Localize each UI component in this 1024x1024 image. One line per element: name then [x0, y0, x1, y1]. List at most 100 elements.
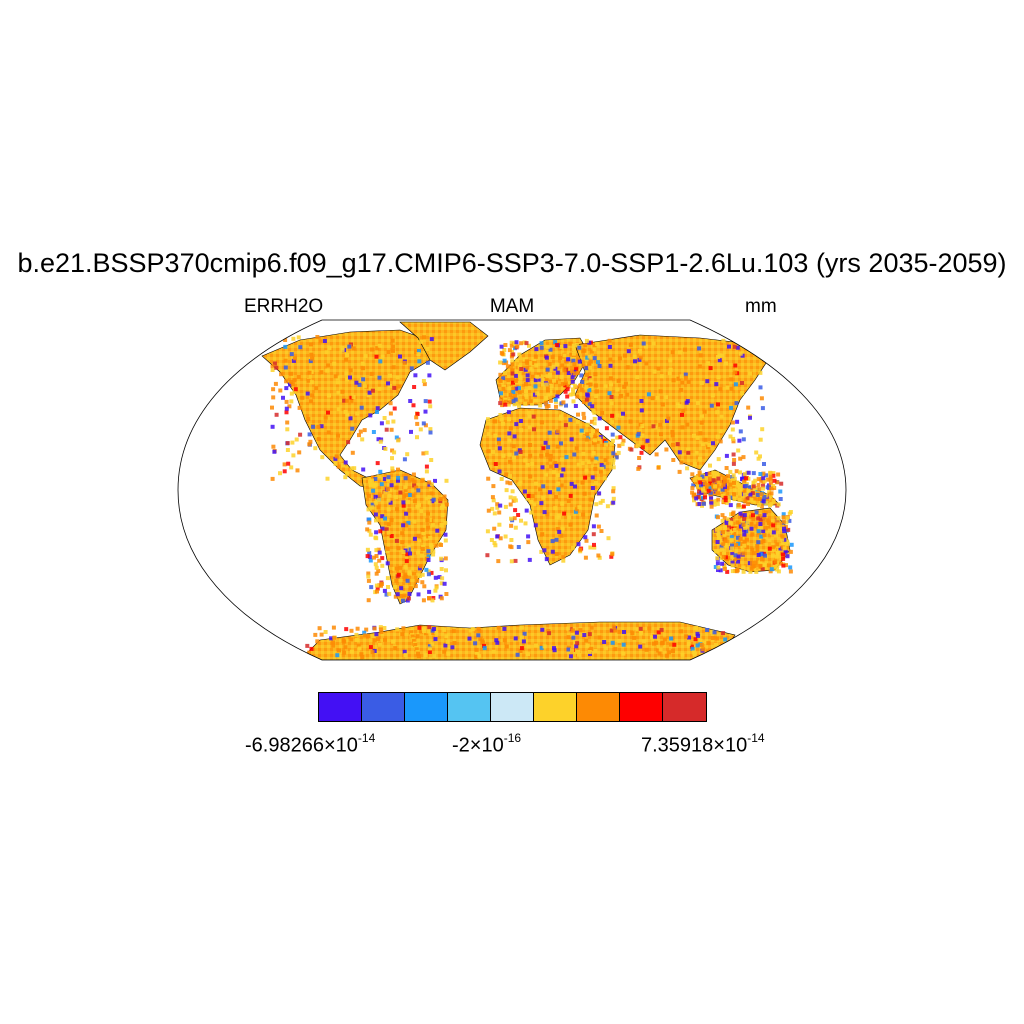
data-cell	[587, 340, 592, 345]
data-cell	[528, 366, 533, 371]
data-cell	[693, 637, 698, 642]
data-cell	[587, 376, 592, 381]
data-cell	[569, 352, 574, 357]
data-cell	[731, 461, 736, 466]
data-cell	[683, 375, 688, 380]
data-cell	[670, 433, 675, 438]
data-cell	[656, 465, 661, 470]
data-cell	[691, 493, 696, 498]
data-cell	[393, 646, 398, 651]
data-cell	[694, 625, 699, 630]
data-cell	[544, 349, 549, 354]
data-cell	[767, 528, 772, 533]
data-cell	[383, 490, 388, 495]
data-cell	[426, 549, 431, 554]
data-cell	[698, 477, 702, 481]
colorbar-segment	[448, 693, 491, 721]
data-cell	[282, 469, 287, 474]
data-cell	[771, 483, 776, 488]
data-cell	[298, 345, 303, 350]
data-cell	[505, 364, 510, 369]
data-cell	[391, 639, 396, 644]
data-cell	[367, 528, 372, 533]
data-cell	[749, 522, 754, 527]
data-cell	[757, 487, 762, 492]
data-cell	[426, 525, 431, 530]
data-cell	[570, 375, 575, 380]
data-cell	[310, 393, 315, 398]
data-cell	[427, 596, 432, 601]
data-cell	[525, 496, 530, 501]
data-cell	[418, 574, 422, 578]
data-cell	[666, 416, 671, 421]
data-cell	[509, 559, 514, 564]
data-cell	[529, 510, 534, 515]
data-cell	[497, 510, 502, 515]
data-cell	[452, 641, 457, 645]
data-cell	[629, 447, 634, 452]
data-cell	[544, 355, 549, 360]
data-cell	[508, 426, 513, 431]
data-cell	[390, 469, 395, 474]
data-cell	[635, 627, 640, 632]
colorbar-segment	[362, 693, 405, 721]
data-cell	[514, 369, 519, 374]
data-cell	[412, 571, 416, 576]
data-cell	[733, 382, 738, 387]
data-cell	[698, 638, 703, 643]
data-cell	[653, 634, 657, 639]
data-cell	[741, 569, 746, 574]
data-cell	[715, 636, 720, 641]
data-cell	[589, 625, 594, 630]
data-cell	[315, 335, 320, 339]
data-cell	[594, 502, 599, 507]
data-cell	[284, 399, 289, 404]
data-cell	[332, 361, 337, 366]
data-cell	[433, 575, 438, 580]
data-cell	[594, 394, 599, 399]
data-cell	[336, 380, 340, 385]
data-cell	[385, 420, 390, 425]
data-cell	[730, 560, 735, 565]
data-cell	[742, 492, 747, 497]
data-cell	[729, 377, 734, 382]
data-cell	[585, 643, 590, 648]
data-cell	[373, 512, 378, 517]
data-cell	[596, 524, 601, 529]
data-cell	[554, 495, 558, 499]
data-cell	[309, 369, 314, 374]
data-cell	[421, 421, 426, 426]
data-cell	[738, 456, 743, 461]
data-cell	[617, 356, 622, 361]
data-cell	[576, 649, 580, 654]
data-cell	[728, 648, 733, 653]
data-cell	[372, 555, 377, 560]
data-cell	[427, 646, 432, 651]
data-cell	[552, 378, 556, 383]
data-cell	[547, 490, 552, 495]
data-cell	[351, 346, 356, 351]
data-cell	[507, 431, 512, 436]
data-cell	[540, 382, 545, 387]
data-cell	[716, 497, 721, 502]
data-cell	[767, 563, 771, 568]
data-cell	[697, 470, 702, 475]
data-cell	[696, 633, 701, 638]
data-cell	[406, 520, 411, 525]
data-cell	[497, 469, 502, 474]
data-cell	[431, 596, 436, 600]
data-cell	[539, 420, 544, 425]
data-cell	[388, 488, 393, 493]
data-cell	[556, 487, 561, 492]
data-cell	[395, 507, 400, 512]
data-cell	[784, 520, 789, 525]
data-cell	[785, 554, 790, 559]
data-cell	[364, 627, 369, 632]
data-cell	[724, 361, 728, 366]
data-cell	[751, 471, 756, 476]
data-cell	[692, 652, 697, 657]
data-cell	[695, 435, 700, 440]
data-cell	[677, 450, 682, 455]
data-cell	[541, 484, 546, 489]
data-cell	[700, 495, 705, 500]
